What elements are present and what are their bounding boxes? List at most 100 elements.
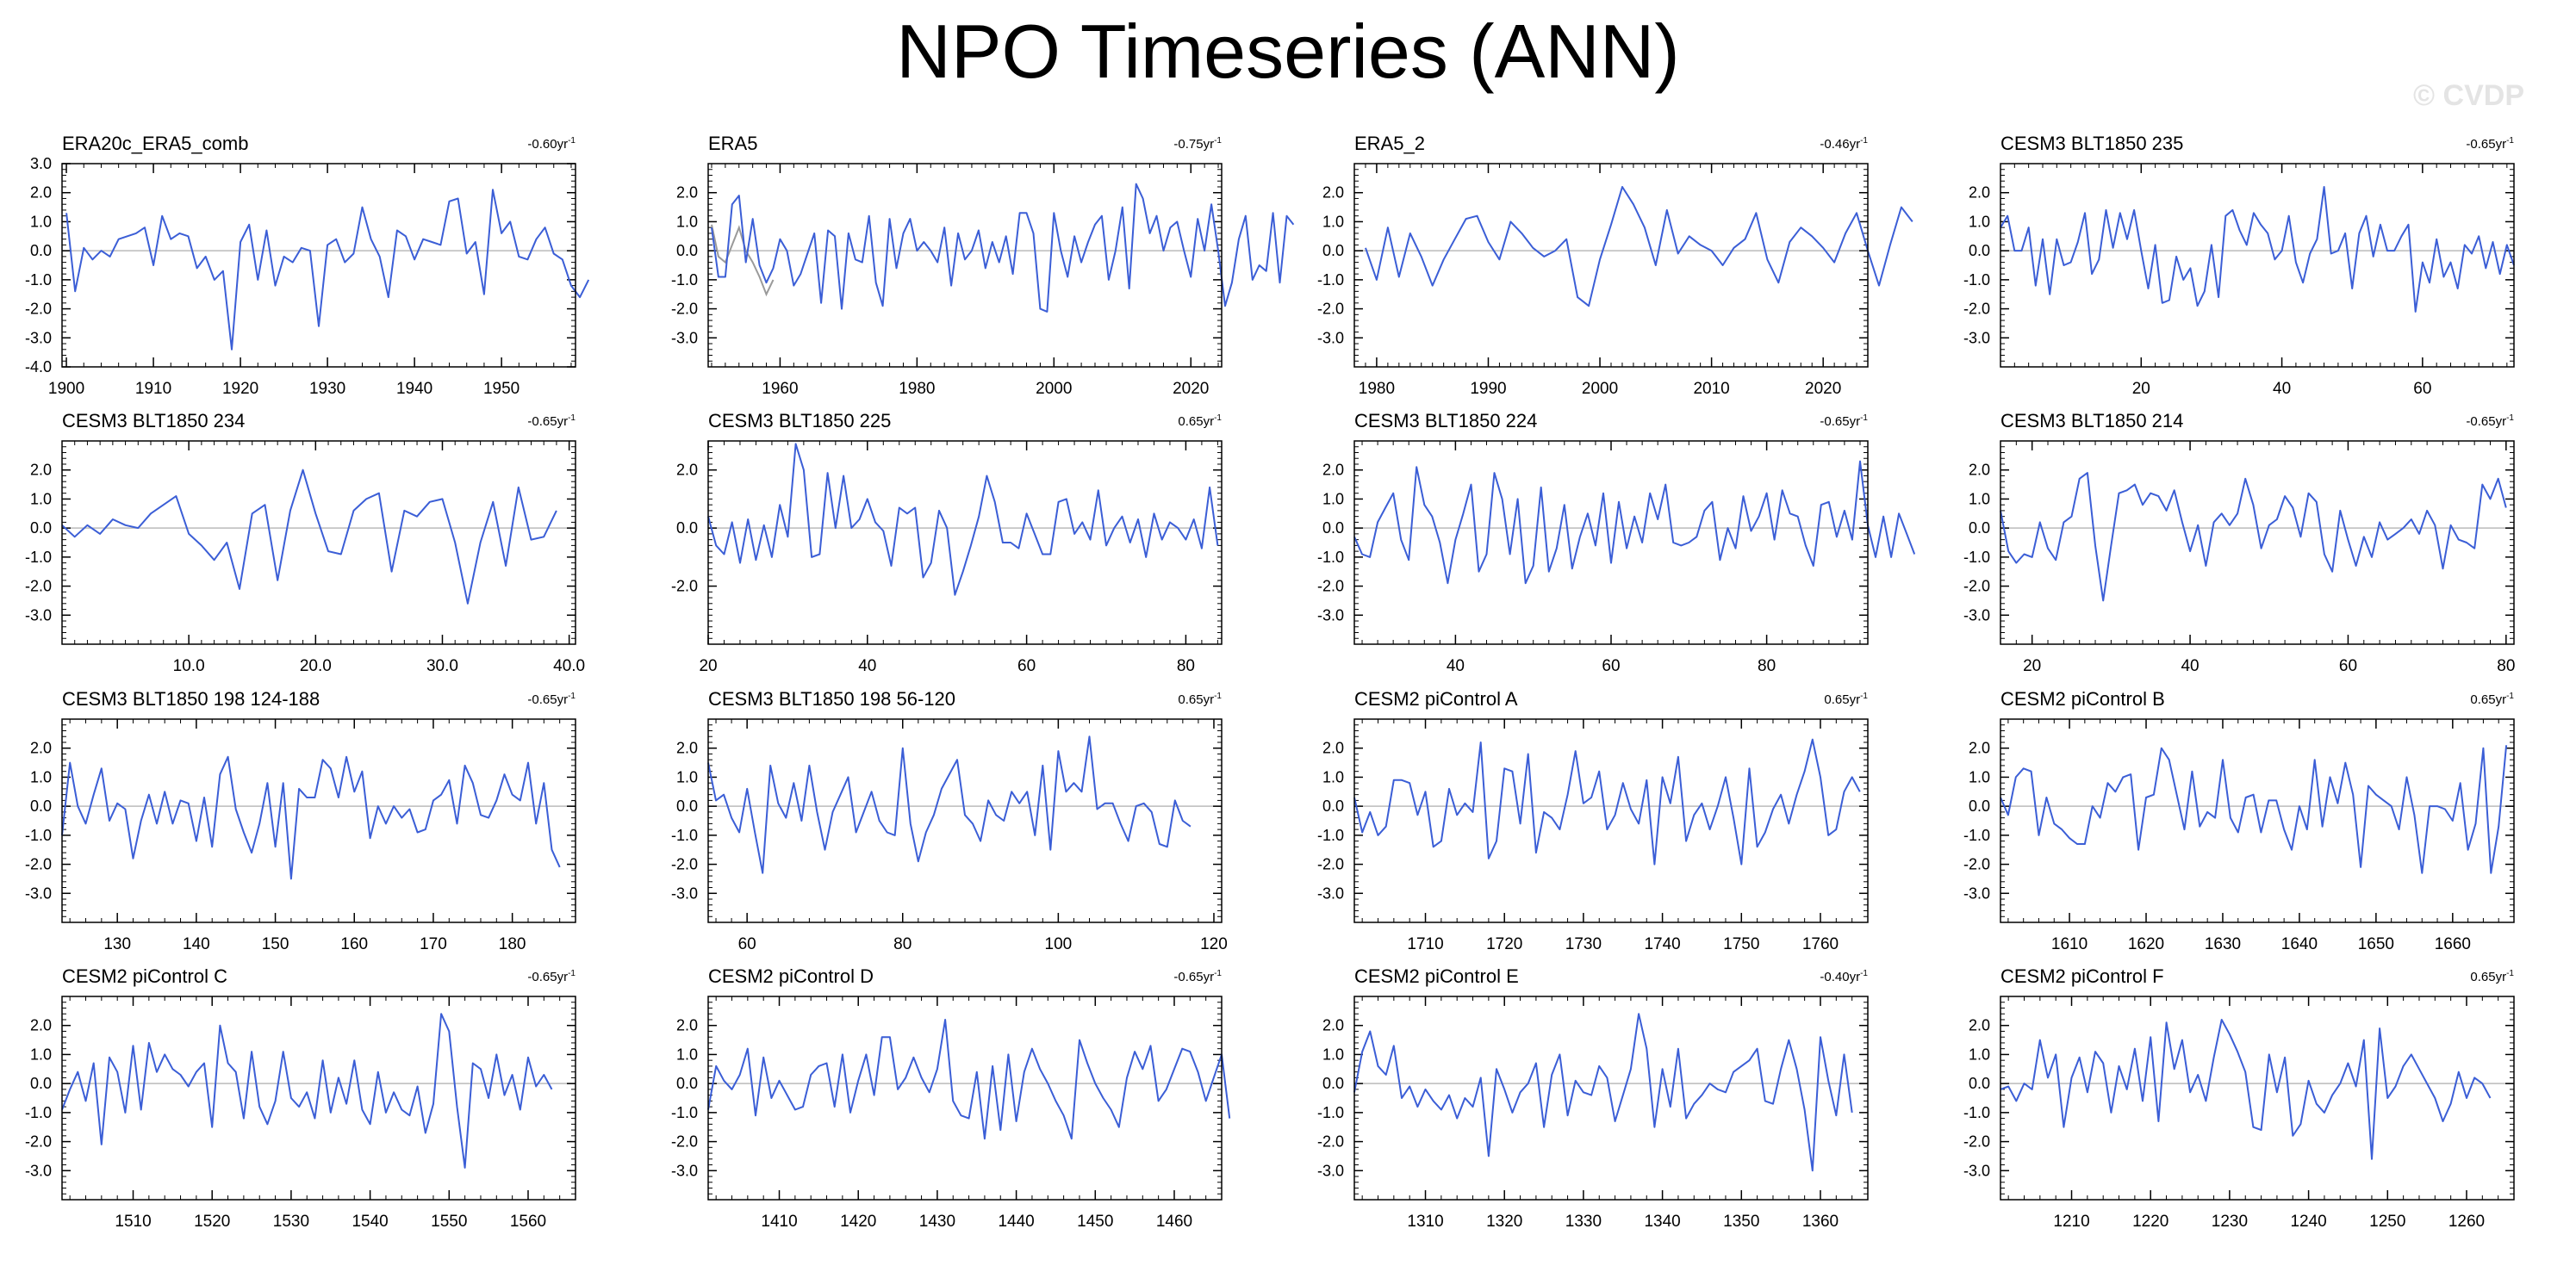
x-tick-label: 1530 (273, 1213, 309, 1231)
y-tick-label: -1.0 (1963, 1104, 1990, 1121)
series-line (707, 735, 1192, 874)
x-tick-label: 1250 (2369, 1213, 2405, 1231)
panel-plot: 1960 1980 2000 2020 2.0 1.0 0.0 -1.0 -2.0 -3.0 (671, 163, 1295, 398)
plot-frame (1353, 996, 1869, 1201)
trend-label: 0.65yr-1 (2470, 692, 2514, 707)
y-tick-label: 2.0 (676, 740, 698, 757)
panel-plot: 20 40 60 80 2.0 0.0 -2.0 (671, 440, 1223, 675)
y-tick-label: -1.0 (671, 827, 698, 844)
x-tick-label: 1520 (194, 1213, 230, 1231)
y-tick-label: -1.0 (671, 1104, 698, 1121)
series-line (61, 755, 561, 880)
trend-label: 0.65yr-1 (2470, 969, 2514, 984)
trend-unit-exponent: -1 (1860, 692, 1868, 701)
trend-value: 0.65yr (1178, 414, 1215, 429)
trend-value: -0.65yr (527, 970, 569, 984)
panel-plot: 1310 1320 1330 1340 1350 1360 2.0 1.0 0.0 -1.0 -2.… (1317, 996, 1869, 1231)
x-tick-label: 40 (2273, 380, 2291, 398)
x-tick-label: 1720 (1486, 935, 1522, 953)
y-tick-label: -3.0 (1963, 1162, 1990, 1179)
y-tick-label: 2.0 (676, 1017, 698, 1034)
trend-unit-exponent: -1 (2506, 692, 2514, 701)
trend-unit-exponent: -1 (1214, 969, 1222, 978)
y-tick-label: -1.0 (671, 271, 698, 289)
y-tick-label: -2.0 (671, 301, 698, 318)
timeseries-panel: CESM3 BLT1850 198 56-120 0.65yr-1 60 80 100 1… (671, 688, 1228, 960)
plot-frame (1353, 440, 1869, 645)
panel-title: CESM3 BLT1850 198 56-120 (708, 688, 955, 710)
panel-title: CESM2 piControl A (1354, 688, 1518, 710)
x-tick-label: 1260 (2448, 1213, 2485, 1231)
x-tick-label: 1560 (510, 1213, 546, 1231)
x-tick-label: 160 (340, 935, 368, 953)
x-tick-label: 1350 (1723, 1213, 1759, 1231)
trend-value: -0.75yr (1173, 137, 1215, 152)
y-tick-label: 0.0 (30, 242, 52, 259)
trend-label: -0.75yr-1 (1173, 136, 1222, 152)
x-tick-label: 20 (699, 657, 717, 675)
y-tick-label: 0.0 (676, 797, 698, 815)
panel-plot: 10.0 20.0 30.0 40.0 2.0 1.0 0.0 -1.0 -2.0 -3.0 (25, 440, 585, 675)
x-tick-label: 100 (1045, 935, 1073, 953)
x-tick-label: 40 (858, 657, 876, 675)
timeseries-panel: ERA5 -0.75yr-1 1960 1980 2000 2020 2.0 1.0 0.0 -1… (671, 133, 1295, 405)
trend-value: -0.65yr (1820, 414, 1861, 429)
x-tick-label: 1460 (1156, 1213, 1192, 1231)
y-tick-label: 0.0 (1322, 797, 1344, 815)
y-tick-label: -2.0 (1963, 578, 1990, 595)
y-tick-label: 0.0 (1969, 797, 1990, 815)
panel-title: CESM3 BLT1850 214 (2000, 410, 2184, 431)
x-tick-label: 1710 (1407, 935, 1443, 953)
y-tick-label: 2.0 (1969, 1017, 1990, 1034)
trend-value: -0.65yr (1173, 970, 1215, 984)
x-tick-label: 1900 (48, 380, 84, 398)
y-tick-label: 1.0 (30, 490, 52, 507)
x-tick-label: 1340 (1644, 1213, 1680, 1231)
x-tick-label: 1360 (1802, 1213, 1839, 1231)
x-tick-label: 2000 (1036, 380, 1072, 398)
y-tick-label: 0.0 (30, 1075, 52, 1092)
trend-label: -0.65yr-1 (1820, 413, 1868, 429)
panel-plot: 130 140 150 160 170 180 2.0 1.0 0.0 -1.0 -2.0 -3.0 (25, 718, 576, 953)
series-line (1353, 460, 1916, 585)
plot-frame (1353, 718, 1869, 923)
x-tick-label: 1660 (2435, 935, 2471, 953)
x-tick-label: 2020 (1173, 380, 1209, 398)
x-tick-label: 1750 (1723, 935, 1759, 953)
y-tick-label: -1.0 (1963, 549, 1990, 566)
y-tick-label: -1.0 (1317, 271, 1344, 289)
trend-label: -0.65yr-1 (2466, 136, 2514, 152)
x-tick-label: 1550 (431, 1213, 467, 1231)
trend-label: -0.65yr-1 (2466, 413, 2514, 429)
x-tick-label: 1910 (135, 380, 171, 398)
y-tick-label: 0.0 (1322, 1075, 1344, 1092)
y-tick-label: -2.0 (25, 1133, 52, 1151)
y-tick-label: 1.0 (1969, 768, 1990, 785)
y-tick-label: -2.0 (671, 856, 698, 873)
series-line (61, 1013, 553, 1169)
trend-label: -0.65yr-1 (527, 969, 576, 984)
series-line (1353, 1013, 1853, 1172)
timeseries-panel: CESM3 BLT1850 224 -0.65yr-1 40 60 80 2.0 1.0 0.… (1317, 410, 1916, 682)
x-tick-label: 1640 (2281, 935, 2318, 953)
y-tick-label: -1.0 (1963, 827, 1990, 844)
timeseries-panel: ERA20c_ERA5_comb -0.60yr-1 1900 1910 1920 193… (25, 133, 590, 405)
y-tick-label: 2.0 (1322, 740, 1344, 757)
x-tick-label: 2020 (1805, 380, 1841, 398)
series-line (1353, 738, 1861, 866)
panel-title: ERA5 (708, 133, 758, 154)
x-tick-label: 1310 (1407, 1213, 1443, 1231)
series-line (2000, 745, 2508, 874)
panel-title: CESM3 BLT1850 224 (1354, 410, 1538, 431)
plot-frame (707, 440, 1223, 645)
x-tick-label: 1990 (1470, 380, 1506, 398)
series-line (707, 443, 1219, 596)
y-tick-label: 2.0 (676, 184, 698, 202)
y-tick-label: 2.0 (1969, 740, 1990, 757)
y-tick-label: -3.0 (25, 1162, 52, 1179)
y-tick-label: 2.0 (676, 462, 698, 479)
trend-unit-exponent: -1 (1860, 136, 1868, 146)
trend-label: -0.46yr-1 (1820, 136, 1868, 152)
panel-plot: 1900 1910 1920 1930 1940 1950 3.0 2.0 1.0 0.0 -1.0… (25, 155, 590, 398)
timeseries-panel: CESM2 piControl D -0.65yr-1 1410 1420 1430 14… (671, 965, 1231, 1238)
